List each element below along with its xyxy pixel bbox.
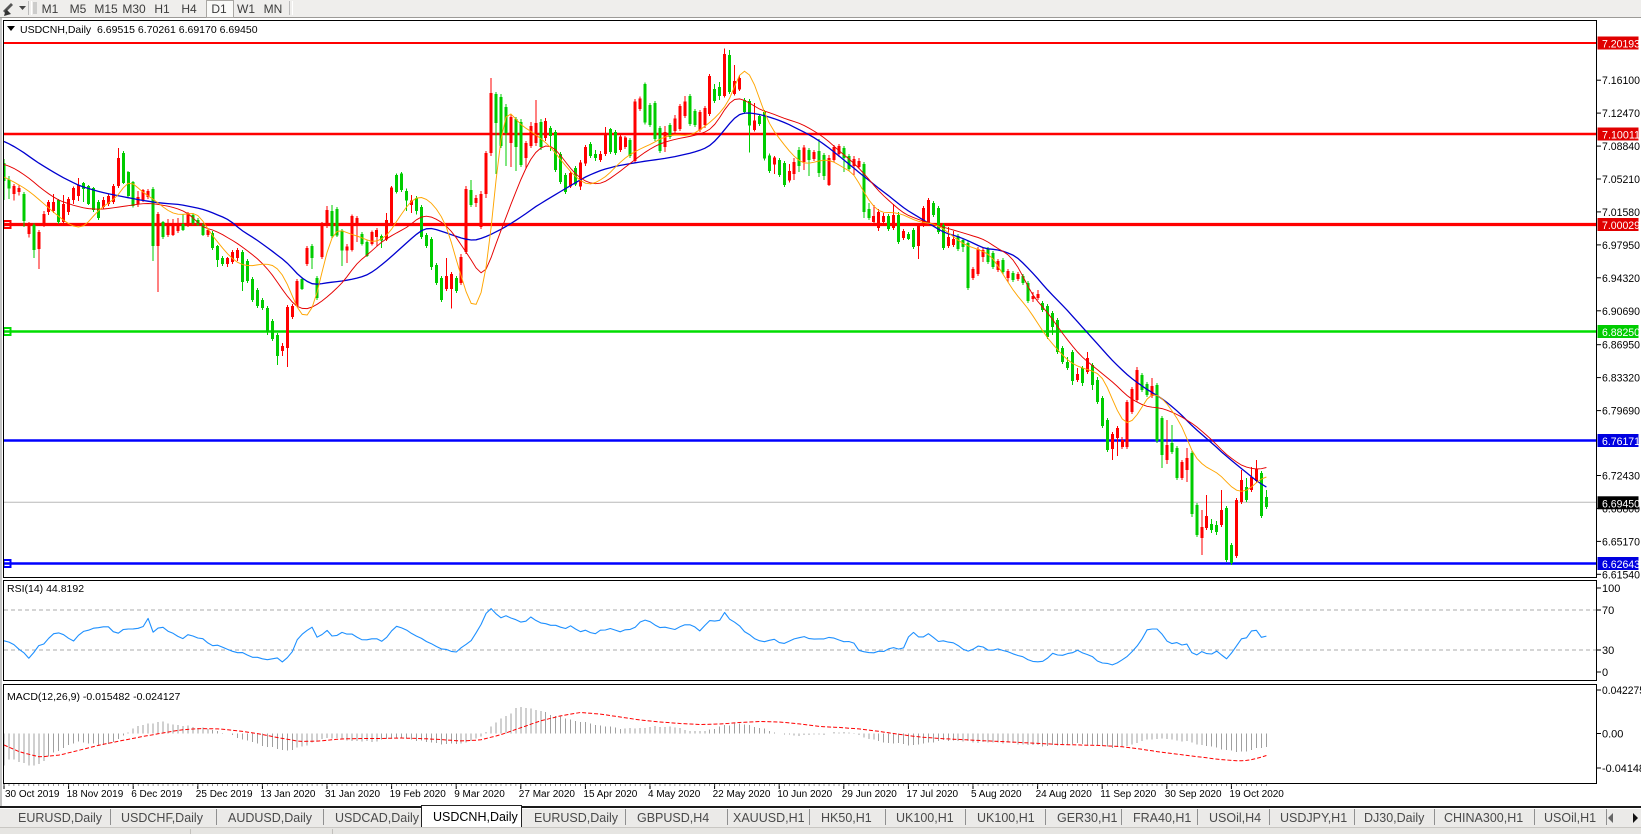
svg-text:9 Mar 2020: 9 Mar 2020 <box>454 789 505 800</box>
svg-text:19 Feb 2020: 19 Feb 2020 <box>390 789 447 800</box>
svg-text:4 May 2020: 4 May 2020 <box>648 789 701 800</box>
svg-text:15 Apr 2020: 15 Apr 2020 <box>583 789 637 800</box>
svg-text:31 Jan 2020: 31 Jan 2020 <box>325 789 380 800</box>
svg-text:13 Jan 2020: 13 Jan 2020 <box>260 789 315 800</box>
svg-text:11 Sep 2020: 11 Sep 2020 <box>1100 789 1156 800</box>
svg-text:30 Oct 2019: 30 Oct 2019 <box>5 789 60 800</box>
svg-text:6.86950: 6.86950 <box>1602 340 1640 352</box>
svg-text:-0.04148: -0.04148 <box>1602 763 1641 775</box>
svg-text:18 Nov 2019: 18 Nov 2019 <box>67 789 124 800</box>
svg-text:6.90690: 6.90690 <box>1602 306 1640 318</box>
svg-text:7.01580: 7.01580 <box>1602 207 1640 219</box>
svg-text:30: 30 <box>1602 645 1614 657</box>
svg-text:0.00: 0.00 <box>1602 729 1623 741</box>
svg-text:27 Mar 2020: 27 Mar 2020 <box>519 789 576 800</box>
svg-text:USDCNH,Daily 6.69515 6.70261: USDCNH,Daily 6.69515 6.70261 6.69170 6.6… <box>20 24 258 36</box>
svg-text:RSI(14) 44.8192: RSI(14) 44.8192 <box>7 583 84 595</box>
svg-text:7.16100: 7.16100 <box>1602 75 1640 87</box>
svg-text:6.94320: 6.94320 <box>1602 273 1640 285</box>
svg-text:25 Dec 2019: 25 Dec 2019 <box>196 789 253 800</box>
svg-text:7.08840: 7.08840 <box>1602 141 1640 153</box>
svg-text:17 Jul 2020: 17 Jul 2020 <box>906 789 958 800</box>
svg-text:24 Aug 2020: 24 Aug 2020 <box>1036 789 1093 800</box>
svg-text:7.12470: 7.12470 <box>1602 108 1640 120</box>
svg-text:6 Dec 2019: 6 Dec 2019 <box>131 789 183 800</box>
svg-text:6.88250: 6.88250 <box>1602 327 1640 339</box>
svg-text:22 May 2020: 22 May 2020 <box>713 789 771 800</box>
svg-text:7.05210: 7.05210 <box>1602 174 1640 186</box>
svg-text:7.20193: 7.20193 <box>1602 39 1640 51</box>
svg-text:10 Jun 2020: 10 Jun 2020 <box>777 789 832 800</box>
svg-text:MACD(12,26,9) -0.015482 -0.024: MACD(12,26,9) -0.015482 -0.024127 <box>7 691 181 703</box>
svg-text:6.72430: 6.72430 <box>1602 471 1640 483</box>
svg-text:6.76171: 6.76171 <box>1602 436 1640 448</box>
svg-text:6.65170: 6.65170 <box>1602 536 1640 548</box>
svg-text:7.00029: 7.00029 <box>1602 220 1640 232</box>
svg-text:6.62643: 6.62643 <box>1602 559 1640 571</box>
svg-text:6.83320: 6.83320 <box>1602 373 1640 385</box>
svg-text:5 Aug 2020: 5 Aug 2020 <box>971 789 1022 800</box>
svg-text:70: 70 <box>1602 605 1614 617</box>
svg-text:6.79690: 6.79690 <box>1602 406 1640 418</box>
svg-text:30 Sep 2020: 30 Sep 2020 <box>1165 789 1222 800</box>
svg-text:6.61540: 6.61540 <box>1602 569 1640 581</box>
svg-text:0: 0 <box>1602 667 1608 679</box>
svg-text:100: 100 <box>1602 583 1620 595</box>
svg-text:0.042275: 0.042275 <box>1602 685 1641 697</box>
svg-text:6.97950: 6.97950 <box>1602 240 1640 252</box>
svg-text:7.10011: 7.10011 <box>1602 130 1640 142</box>
svg-text:6.69450: 6.69450 <box>1602 498 1640 510</box>
svg-text:29 Jun 2020: 29 Jun 2020 <box>842 789 897 800</box>
svg-text:19 Oct 2020: 19 Oct 2020 <box>1229 789 1284 800</box>
